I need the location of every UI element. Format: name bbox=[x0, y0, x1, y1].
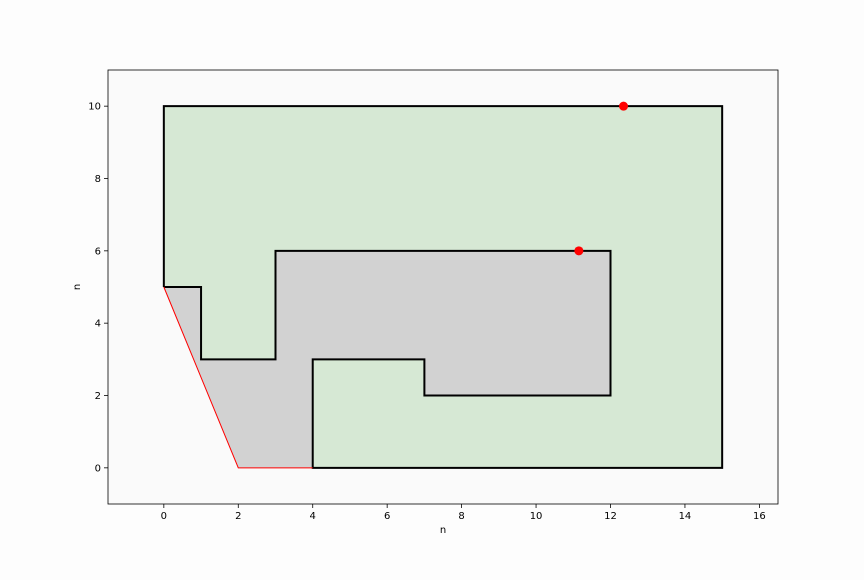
x-tick-label: 0 bbox=[161, 511, 167, 522]
x-tick-label: 12 bbox=[604, 511, 617, 522]
red-point-1 bbox=[574, 246, 584, 256]
y-tick-label: 8 bbox=[95, 174, 101, 185]
x-axis-ticks: 0 2 4 6 8 10 12 14 16 bbox=[161, 504, 766, 522]
y-tick-label: 0 bbox=[95, 463, 101, 474]
x-tick-label: 6 bbox=[384, 511, 390, 522]
x-tick-label: 14 bbox=[679, 511, 692, 522]
red-point-0 bbox=[619, 101, 629, 111]
y-tick-label: 6 bbox=[95, 246, 101, 257]
x-axis-label: n bbox=[440, 525, 446, 536]
lines-layer bbox=[162, 105, 724, 469]
x-tick-label: 10 bbox=[530, 511, 543, 522]
regions-layer bbox=[163, 106, 723, 468]
x-tick-label: 4 bbox=[310, 511, 316, 522]
red-boundary-line-0 bbox=[163, 286, 313, 469]
black-boundary-line-0 bbox=[162, 105, 724, 469]
y-tick-label: 4 bbox=[95, 319, 101, 330]
x-tick-label: 2 bbox=[235, 511, 241, 522]
y-tick-label: 2 bbox=[95, 391, 101, 402]
x-tick-label: 16 bbox=[753, 511, 766, 522]
y-axis-label: n bbox=[72, 284, 83, 290]
plot-frame bbox=[107, 69, 779, 505]
y-axis-ticks: 0 2 4 6 8 10 bbox=[88, 102, 108, 474]
green-region bbox=[163, 106, 723, 468]
y-tick-label: 10 bbox=[88, 102, 101, 113]
x-tick-label: 8 bbox=[458, 511, 464, 522]
points-layer bbox=[574, 101, 629, 256]
